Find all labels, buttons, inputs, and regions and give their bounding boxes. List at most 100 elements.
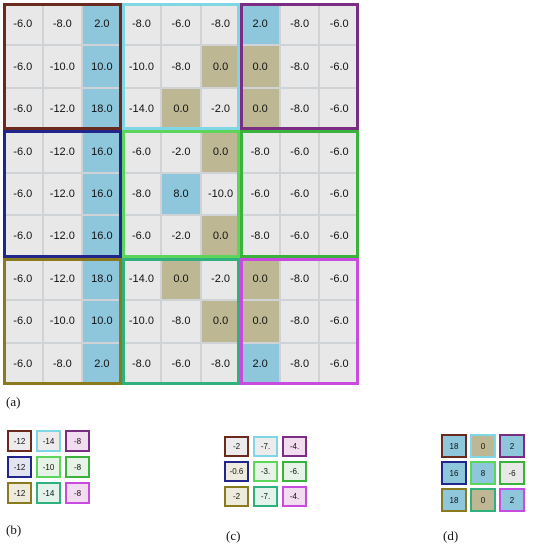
matrix-cell: -2.0 (161, 215, 201, 258)
matrix-cell: -6.0 (319, 342, 359, 385)
mini-cell: -6. (282, 461, 307, 482)
matrix-cell: -8.0 (200, 342, 241, 385)
matrix-cell: -6.0 (3, 87, 43, 131)
matrix-cell: -6.0 (319, 3, 359, 46)
matrix-cell: -8.0 (121, 342, 162, 385)
matrix-cell: -6.0 (3, 215, 43, 258)
matrix-cell: 10.0 (82, 300, 122, 343)
matrix-cell: -2.0 (200, 257, 241, 301)
mini-cell: -2 (224, 436, 249, 457)
matrix-cell: 10.0 (82, 45, 122, 88)
matrix-cell: 0.0 (200, 215, 241, 258)
matrix-cell: 0.0 (161, 87, 201, 131)
mini-cell: 2 (499, 434, 525, 458)
panel-c-label: (c) (226, 528, 241, 543)
mini-cell: -6 (499, 461, 525, 485)
matrix-cell: -6.0 (3, 3, 43, 46)
matrix-cell: -8.0 (42, 3, 83, 46)
matrix-cell: -8.0 (279, 87, 320, 131)
mini-cell: -4. (282, 486, 307, 507)
mini-cell: -12 (7, 456, 32, 478)
matrix-cell: -8.0 (279, 342, 320, 385)
mini-cell: -14 (36, 430, 61, 452)
matrix-cell: -6.0 (121, 130, 162, 173)
panel-a-label: (a) (6, 394, 21, 409)
mini-cell: 18 (441, 434, 467, 458)
matrix-cell: -8.0 (200, 3, 241, 46)
mini-cell: -7. (253, 486, 278, 507)
mini-cell: -0.6 (224, 461, 249, 482)
mini-cell: -10 (36, 456, 61, 478)
matrix-cell: -14.0 (121, 257, 162, 301)
matrix-cell: 2.0 (240, 342, 280, 385)
mini-cell: 16 (441, 461, 467, 485)
matrix-cell: 18.0 (82, 87, 122, 131)
matrix-cell: -6.0 (319, 45, 359, 88)
matrix-cell: 16.0 (82, 130, 122, 173)
matrix-cell: -12.0 (42, 87, 83, 131)
panel-d-label: (d) (443, 528, 459, 543)
matrix-cell: 8.0 (161, 172, 201, 216)
matrix-cell: -8.0 (161, 45, 201, 88)
matrix-cell: -8.0 (279, 3, 320, 46)
matrix-cell: -6.0 (3, 300, 43, 343)
mini-cell: -4. (282, 436, 307, 457)
mini-cell: 8 (470, 461, 496, 485)
mini-cell: 0 (470, 488, 496, 512)
matrix-cell: 0.0 (200, 300, 241, 343)
mini-cell: -8 (65, 482, 90, 504)
matrix-cell: -12.0 (42, 130, 83, 173)
matrix-cell: -10.0 (42, 45, 83, 88)
panel-a-grid: -6.0 -8.0 2.0 -8.0 -6.0 -8.0 2.0 -8.0 -6.0 -6.0 -1… (3, 3, 359, 385)
matrix-cell: -2.0 (161, 130, 201, 173)
matrix-cell: -8.0 (279, 300, 320, 343)
matrix-cell: -10.0 (200, 172, 241, 216)
mini-cell: -12 (7, 430, 32, 452)
matrix-cell: -6.0 (319, 172, 359, 216)
matrix-cell: 0.0 (240, 300, 280, 343)
mini-cell: -2 (224, 486, 249, 507)
mini-cell: 18 (441, 488, 467, 512)
mini-cell: -3. (253, 461, 278, 482)
matrix-cell: -10.0 (121, 45, 162, 88)
mini-cell: 0 (470, 434, 496, 458)
matrix-cell: -6.0 (161, 342, 201, 385)
matrix-cell: -6.0 (3, 257, 43, 301)
matrix-cell: -6.0 (121, 215, 162, 258)
matrix-cell: -2.0 (200, 87, 241, 131)
matrix-cell: 0.0 (200, 130, 241, 173)
mini-cell: -8 (65, 456, 90, 478)
matrix-cell: 2.0 (82, 342, 122, 385)
matrix-cell: 18.0 (82, 257, 122, 301)
matrix-cell: -6.0 (319, 257, 359, 301)
matrix-cell: -6.0 (3, 130, 43, 173)
panel-b-label: (b) (6, 522, 22, 537)
matrix-cell: 2.0 (82, 3, 122, 46)
matrix-cell: 0.0 (240, 87, 280, 131)
matrix-cell: -8.0 (240, 130, 280, 173)
matrix-cell: -6.0 (3, 45, 43, 88)
matrix-cell: -8.0 (279, 257, 320, 301)
matrix-cell: -12.0 (42, 172, 83, 216)
matrix-cell: -6.0 (319, 87, 359, 131)
matrix-cell: -6.0 (240, 172, 280, 216)
matrix-cell: -12.0 (42, 215, 83, 258)
matrix-cell: -14.0 (121, 87, 162, 131)
matrix-cell: -8.0 (121, 3, 162, 46)
matrix-cell: -8.0 (121, 172, 162, 216)
matrix-cell: 0.0 (161, 257, 201, 301)
matrix-cell: -6.0 (279, 215, 320, 258)
matrix-cell: -12.0 (42, 257, 83, 301)
mini-cell: -7. (253, 436, 278, 457)
mini-cell: -8 (65, 430, 90, 452)
matrix-cell: 2.0 (240, 3, 280, 46)
matrix-cell: -6.0 (161, 3, 201, 46)
matrix-cell: -6.0 (279, 130, 320, 173)
matrix-cell: -8.0 (42, 342, 83, 385)
matrix-cell: -6.0 (279, 172, 320, 216)
matrix-cell: -6.0 (3, 342, 43, 385)
matrix-cell: -8.0 (279, 45, 320, 88)
matrix-cell: -6.0 (319, 300, 359, 343)
matrix-cell: 16.0 (82, 215, 122, 258)
matrix-cell: 16.0 (82, 172, 122, 216)
